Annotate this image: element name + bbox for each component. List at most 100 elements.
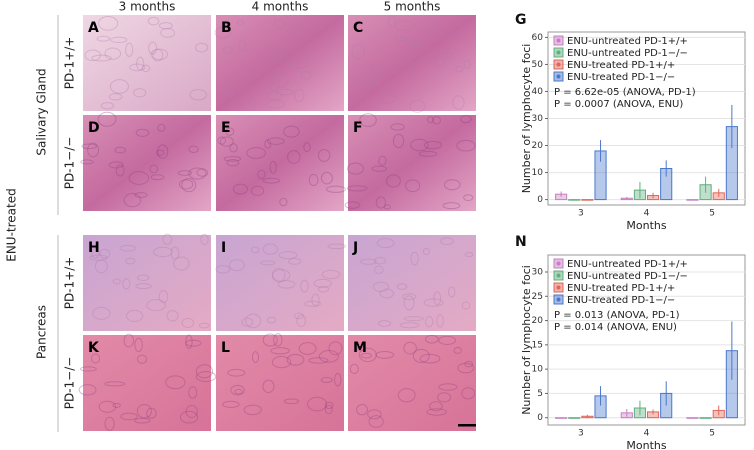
tissue-texture xyxy=(243,404,262,416)
tissue-texture xyxy=(134,192,148,198)
tissue-texture xyxy=(126,309,144,322)
y-axis-label: Number of lymphocyte foci xyxy=(520,44,533,194)
y-tick-label: 25 xyxy=(532,292,543,302)
tissue-texture xyxy=(373,265,384,274)
y-tick-label: 30 xyxy=(532,114,544,124)
legend-dot xyxy=(556,74,561,79)
tissue-texture xyxy=(109,36,128,43)
tissue-texture xyxy=(456,139,476,152)
tissue-texture xyxy=(448,286,456,298)
panel-letter: N xyxy=(515,234,527,250)
y-tick-label: 60 xyxy=(532,33,544,43)
tissue-texture xyxy=(445,30,458,40)
tissue-texture xyxy=(148,41,158,55)
tissue-texture xyxy=(378,155,387,166)
tissue-texture xyxy=(150,48,169,61)
tissue-texture xyxy=(272,269,291,282)
tissue-texture xyxy=(275,88,294,96)
panel-letter: A xyxy=(88,20,99,36)
tissue-texture xyxy=(426,116,435,124)
annotation: P = 6.62e-05 (ANOVA, PD-1) xyxy=(554,87,696,98)
tissue-texture xyxy=(245,313,262,329)
panel-letter: L xyxy=(221,340,230,356)
tissue-texture xyxy=(147,16,160,26)
tissue-texture xyxy=(97,111,117,127)
tissue-texture xyxy=(185,339,202,347)
tissue-texture xyxy=(453,346,462,354)
histology-image xyxy=(348,335,476,431)
tissue-texture xyxy=(136,354,148,364)
tissue-texture xyxy=(223,156,242,162)
x-tick-label: 3 xyxy=(578,209,584,219)
tissue-texture xyxy=(92,306,111,320)
tissue-texture xyxy=(438,383,458,391)
tissue-texture xyxy=(399,322,420,329)
tissue-texture xyxy=(308,173,319,187)
tissue-texture xyxy=(380,94,397,104)
tissue-texture xyxy=(128,171,150,185)
tissue-texture xyxy=(390,123,405,131)
column-label: 3 months xyxy=(119,0,176,14)
tissue-texture xyxy=(271,267,286,283)
column-label: 4 months xyxy=(252,0,309,14)
tissue-texture xyxy=(135,283,152,290)
tissue-texture xyxy=(178,179,194,190)
tissue-texture xyxy=(374,256,387,265)
tissue-texture xyxy=(94,259,108,274)
tissue-texture xyxy=(460,115,472,124)
tissue-texture xyxy=(410,138,429,152)
y-tick-label: 10 xyxy=(532,365,544,375)
tissue-texture xyxy=(438,335,457,345)
tissue-texture xyxy=(181,317,195,328)
legend-label: ENU-treated PD-1−/− xyxy=(567,295,675,306)
tissue-texture xyxy=(419,353,441,364)
tissue-texture xyxy=(294,88,305,103)
tissue-texture xyxy=(396,283,408,290)
tissue-texture xyxy=(129,63,146,72)
tissue-texture xyxy=(146,299,166,312)
tissue-texture xyxy=(396,64,417,71)
y-tick-label: 0 xyxy=(537,195,543,205)
tissue-texture xyxy=(234,388,243,395)
tissue-texture xyxy=(266,137,285,145)
panel-letter: I xyxy=(221,240,226,256)
tissue-texture xyxy=(422,247,431,256)
tissue-texture xyxy=(78,384,97,396)
tissue-texture xyxy=(359,113,377,127)
tissue-texture xyxy=(96,35,110,42)
tissue-texture xyxy=(394,35,407,42)
tissue-texture xyxy=(310,28,320,34)
x-tick-label: 5 xyxy=(709,429,715,439)
tissue-texture xyxy=(120,412,138,421)
x-axis-label: Months xyxy=(626,219,666,232)
panel-letter: G xyxy=(515,12,527,28)
tissue-texture xyxy=(283,398,300,405)
tissue-label: Salivary Gland xyxy=(35,68,49,155)
tissue-texture xyxy=(232,183,248,195)
tissue-texture xyxy=(123,193,142,208)
tissue-texture xyxy=(392,133,405,149)
tissue-texture xyxy=(313,278,332,289)
tissue-texture xyxy=(225,93,234,100)
tissue-texture xyxy=(262,243,278,255)
legend-label: ENU-untreated PD-1+/+ xyxy=(567,259,688,270)
histology-image xyxy=(348,115,476,211)
tissue-texture xyxy=(98,400,117,413)
tissue-texture xyxy=(98,16,119,31)
tissue-texture xyxy=(298,342,317,355)
tissue-texture xyxy=(250,185,265,196)
legend-dot xyxy=(556,62,561,67)
tissue-texture xyxy=(403,316,424,322)
tissue-texture xyxy=(225,127,235,136)
x-tick-label: 3 xyxy=(578,429,584,439)
tissue-texture xyxy=(189,89,207,101)
tissue-texture xyxy=(173,256,190,271)
tissue-texture xyxy=(425,316,434,328)
bar xyxy=(555,417,568,419)
tissue-texture xyxy=(287,150,301,164)
tissue-texture xyxy=(424,334,439,344)
annotation: P = 0.013 (ANOVA, PD-1) xyxy=(554,310,680,321)
tissue-texture xyxy=(108,161,124,169)
tissue-texture xyxy=(135,128,150,137)
